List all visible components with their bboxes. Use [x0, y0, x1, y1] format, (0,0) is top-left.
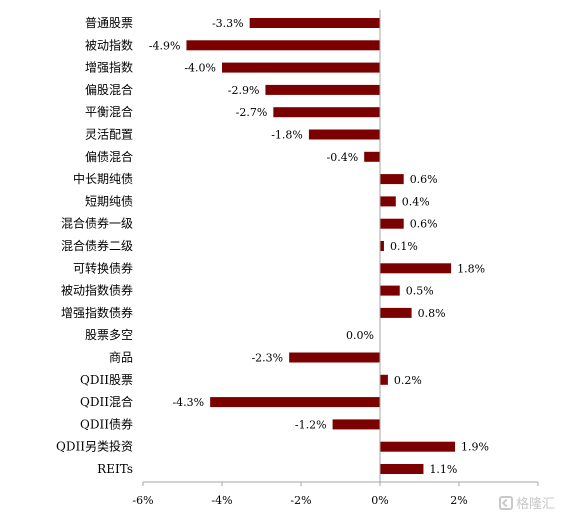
category-label: QDII债券	[80, 416, 133, 431]
bar	[380, 241, 384, 251]
axes-group: -6% -4% -2% 0% 2%	[132, 10, 539, 507]
x-tick-label: -6%	[132, 494, 153, 507]
category-label: 可转换债券	[73, 260, 133, 275]
category-label: 灵活配置	[85, 128, 133, 142]
bar	[380, 464, 424, 474]
x-tick-label: 2%	[450, 494, 467, 507]
data-label: 0.6%	[410, 218, 438, 231]
data-label: -3.3%	[212, 17, 244, 30]
category-label: 混合债券一级	[61, 216, 133, 231]
data-label: 0.4%	[402, 195, 430, 208]
category-label: 平衡混合	[85, 104, 133, 119]
bar	[380, 196, 396, 207]
data-label: 0.5%	[406, 285, 434, 298]
data-label: -2.9%	[228, 84, 260, 97]
data-label: 1.8%	[457, 262, 485, 275]
data-label: 1.1%	[429, 463, 457, 476]
category-label: 短期纯债	[85, 194, 133, 208]
watermark-text: 格隆汇	[515, 497, 555, 512]
category-label: 中长期纯债	[73, 171, 133, 186]
data-label: -0.4%	[327, 151, 359, 164]
bar	[249, 18, 380, 28]
data-label: -1.8%	[271, 129, 303, 142]
x-tick-label: -4%	[211, 494, 232, 507]
data-label: 1.9%	[461, 441, 489, 454]
data-label: -2.7%	[236, 106, 268, 119]
bar	[380, 174, 404, 185]
bar	[308, 129, 380, 140]
category-label: QDII另类投资	[56, 439, 133, 454]
bar	[273, 107, 380, 118]
data-label: 0.2%	[394, 374, 422, 387]
bar	[380, 374, 388, 385]
bar	[380, 218, 404, 229]
data-label: -4.9%	[149, 39, 181, 52]
category-label: QDII股票	[80, 373, 133, 387]
data-label: -4.3%	[172, 396, 204, 409]
x-tick-label: 0%	[371, 494, 388, 507]
x-tick-label: -2%	[290, 494, 311, 507]
bar	[289, 352, 380, 363]
bar	[380, 285, 400, 296]
data-label: 0.6%	[410, 173, 438, 186]
category-label: 增强指数	[85, 60, 133, 75]
category-label: 普通股票	[85, 16, 133, 30]
category-label: 增强指数债券	[61, 305, 133, 320]
data-label: 0.0%	[346, 329, 374, 342]
watermark: 格隆汇	[498, 493, 555, 512]
bar	[265, 84, 380, 95]
data-label: 0.8%	[418, 307, 446, 320]
watermark-logo-icon	[498, 495, 513, 510]
bar	[380, 307, 412, 318]
category-label: QDII混合	[80, 394, 133, 409]
category-label: 偏债混合	[85, 149, 133, 164]
bar	[332, 419, 380, 430]
category-label: REITs	[97, 462, 133, 476]
category-label: 混合债券二级	[61, 238, 133, 253]
bar	[380, 263, 452, 274]
data-label: -1.2%	[295, 418, 327, 431]
category-label: 被动指数债券	[61, 283, 133, 298]
category-label: 被动指数	[85, 37, 133, 52]
data-label: -2.3%	[251, 352, 283, 365]
category-label: 股票多空	[85, 328, 133, 342]
category-label: 商品	[109, 350, 133, 365]
bar	[186, 40, 380, 51]
data-label: 0.1%	[390, 240, 418, 253]
category-label: 偏股混合	[85, 82, 133, 97]
bar	[210, 397, 380, 408]
bar	[364, 151, 380, 162]
bars-group: 普通股票 -3.3% 被动指数 -4.9% 增强指数 -4.0% 偏股混合 -2.9% 平衡混合…	[56, 16, 489, 476]
data-label: -4.0%	[184, 62, 216, 75]
bar	[222, 62, 380, 73]
bar	[380, 441, 456, 452]
